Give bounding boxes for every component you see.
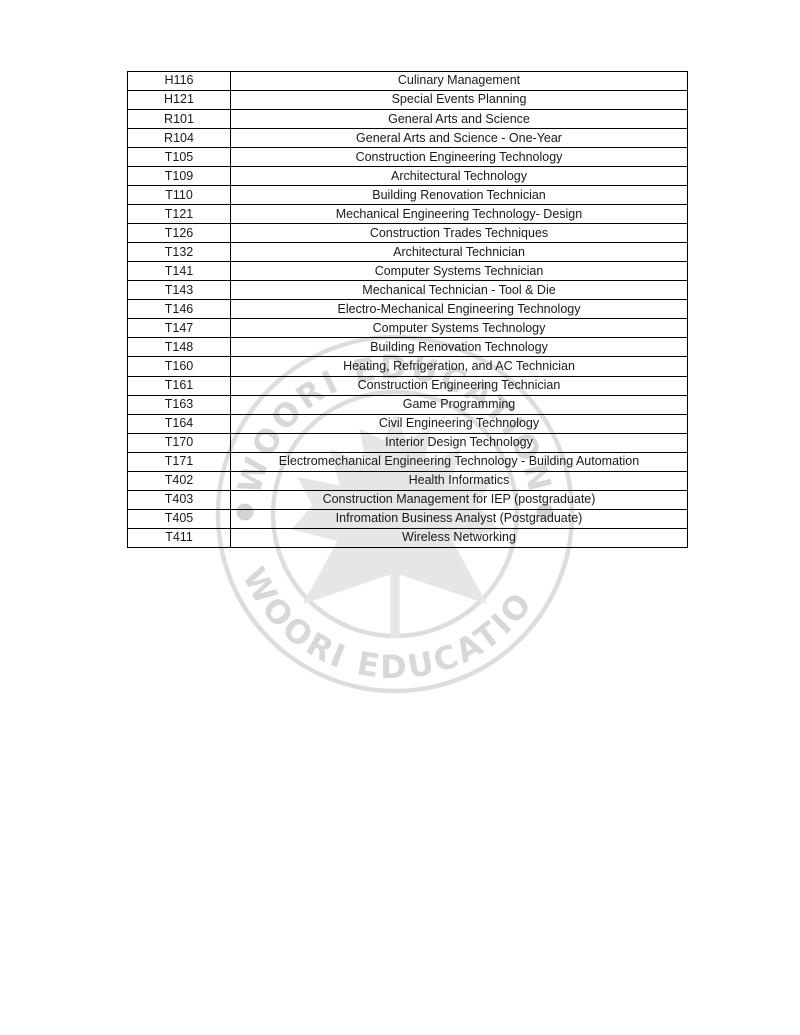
table-row: T160 Heating, Refrigeration, and AC Techn… [127, 356, 688, 377]
program-name-cell: Building Renovation Technology [230, 337, 688, 358]
table-row: T132 Architectural Technician [127, 242, 688, 263]
table-row: T411 Wireless Networking [127, 527, 688, 549]
program-name-cell: Construction Management for IEP (postgra… [230, 489, 688, 510]
table-row: T170 Interior Design Technology [127, 432, 688, 453]
table-row: T164 Civil Engineering Technology [127, 413, 688, 434]
program-name-cell: Architectural Technician [230, 242, 688, 263]
table-row: T147 Computer Systems Technology [127, 318, 688, 339]
program-name-cell: Health Informatics [230, 470, 688, 491]
table-row: T105 Construction Engineering Technology [127, 147, 688, 168]
table-row: T171 Electromechanical Engineering Techno… [127, 451, 688, 472]
program-name-cell: Electromechanical Engineering Technology… [230, 451, 688, 472]
program-table: H116 Culinary Management H121 Special Even… [127, 70, 688, 549]
program-code-cell: T171 [127, 451, 231, 472]
program-code-cell: T143 [127, 280, 231, 301]
program-name-cell: Wireless Networking [230, 527, 688, 549]
program-name-cell: General Arts and Science - One-Year [230, 128, 688, 149]
table-row: T141 Computer Systems Technician [127, 261, 688, 282]
table-row: T110 Building Renovation Technician [127, 185, 688, 206]
program-code-cell: T126 [127, 223, 231, 244]
program-code-cell: T164 [127, 413, 231, 434]
program-code-cell: T405 [127, 508, 231, 529]
program-name-cell: Game Programming [230, 394, 688, 415]
table-row: T143 Mechanical Technician - Tool & Die [127, 280, 688, 301]
program-code-cell: H116 [127, 70, 231, 92]
program-code-cell: T160 [127, 356, 231, 377]
table-row: T109 Architectural Technology [127, 166, 688, 187]
program-name-cell: Special Events Planning [230, 90, 688, 111]
program-table-body: H116 Culinary Management H121 Special Even… [127, 70, 688, 549]
program-name-cell: Heating, Refrigeration, and AC Technicia… [230, 356, 688, 377]
program-code-cell: T402 [127, 470, 231, 491]
program-name-cell: Civil Engineering Technology [230, 413, 688, 434]
program-code-cell: T161 [127, 375, 231, 396]
table-row: T146 Electro-Mechanical Engineering Techn… [127, 299, 688, 320]
program-code-cell: T109 [127, 166, 231, 187]
program-code-cell: T147 [127, 318, 231, 339]
table-row: T405 Infromation Business Analyst (Postgr… [127, 508, 688, 529]
program-code-cell: T146 [127, 299, 231, 320]
program-code-cell: R101 [127, 109, 231, 130]
table-row: T403 Construction Management for IEP (pos… [127, 489, 688, 510]
program-name-cell: Mechanical Technician - Tool & Die [230, 280, 688, 301]
table-row: T148 Building Renovation Technology [127, 337, 688, 358]
table-row: T163 Game Programming [127, 394, 688, 415]
program-code-cell: T170 [127, 432, 231, 453]
program-name-cell: Computer Systems Technology [230, 318, 688, 339]
program-name-cell: Construction Engineering Technology [230, 147, 688, 168]
program-code-cell: T105 [127, 147, 231, 168]
program-name-cell: Culinary Management [230, 70, 688, 92]
table-row: R104 General Arts and Science - One-Year [127, 128, 688, 149]
table-row: R101 General Arts and Science [127, 109, 688, 130]
program-name-cell: Building Renovation Technician [230, 185, 688, 206]
program-name-cell: Mechanical Engineering Technology- Desig… [230, 204, 688, 225]
program-code-cell: T411 [127, 527, 231, 549]
program-name-cell: Infromation Business Analyst (Postgradua… [230, 508, 688, 529]
program-name-cell: Interior Design Technology [230, 432, 688, 453]
program-name-cell: Architectural Technology [230, 166, 688, 187]
table-row: T402 Health Informatics [127, 470, 688, 491]
program-code-cell: T141 [127, 261, 231, 282]
program-code-cell: T110 [127, 185, 231, 206]
program-name-cell: Construction Engineering Technician [230, 375, 688, 396]
table-row: H121 Special Events Planning [127, 90, 688, 111]
program-name-cell: Computer Systems Technician [230, 261, 688, 282]
table-row: H116 Culinary Management [127, 70, 688, 92]
table-row: T161 Construction Engineering Technician [127, 375, 688, 396]
program-code-cell: H121 [127, 90, 231, 111]
program-code-cell: T163 [127, 394, 231, 415]
program-code-cell: T148 [127, 337, 231, 358]
program-name-cell: Electro-Mechanical Engineering Technolog… [230, 299, 688, 320]
table-row: T126 Construction Trades Techniques [127, 223, 688, 244]
program-name-cell: General Arts and Science [230, 109, 688, 130]
program-code-cell: T403 [127, 489, 231, 510]
program-name-cell: Construction Trades Techniques [230, 223, 688, 244]
table-row: T121 Mechanical Engineering Technology- D… [127, 204, 688, 225]
program-code-cell: T132 [127, 242, 231, 263]
program-code-cell: R104 [127, 128, 231, 149]
program-code-cell: T121 [127, 204, 231, 225]
